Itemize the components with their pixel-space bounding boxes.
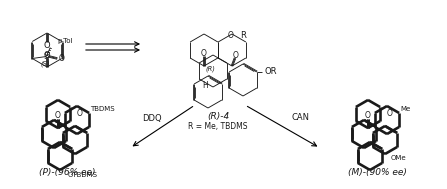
Text: TBDMS: TBDMS xyxy=(90,106,114,112)
Text: O: O xyxy=(44,50,51,60)
Text: (R)-4: (R)-4 xyxy=(207,112,229,121)
Text: p-Tol: p-Tol xyxy=(57,37,73,43)
Text: O: O xyxy=(228,32,234,40)
Text: DDQ: DDQ xyxy=(142,114,162,122)
Text: (S): (S) xyxy=(41,60,50,67)
Text: (R): (R) xyxy=(205,66,215,72)
Text: R: R xyxy=(240,32,246,40)
Text: O: O xyxy=(44,40,51,50)
Text: O: O xyxy=(201,49,207,57)
Text: Me: Me xyxy=(400,106,410,112)
Text: (P)-(96% ee): (P)-(96% ee) xyxy=(39,169,95,177)
Text: O: O xyxy=(77,108,83,118)
Text: CAN: CAN xyxy=(291,114,309,122)
Text: O: O xyxy=(55,112,61,121)
Text: (M)-(90% ee): (M)-(90% ee) xyxy=(348,169,406,177)
Text: R = Me, TBDMS: R = Me, TBDMS xyxy=(188,122,248,130)
Text: OR: OR xyxy=(265,67,277,77)
Text: O: O xyxy=(387,108,393,118)
Text: H: H xyxy=(202,81,208,91)
Text: O: O xyxy=(233,51,239,60)
Text: O: O xyxy=(365,112,371,121)
Text: OTBDMS: OTBDMS xyxy=(68,172,98,178)
Text: OMe: OMe xyxy=(391,155,407,161)
Text: O: O xyxy=(59,54,64,63)
Text: S: S xyxy=(43,52,49,61)
